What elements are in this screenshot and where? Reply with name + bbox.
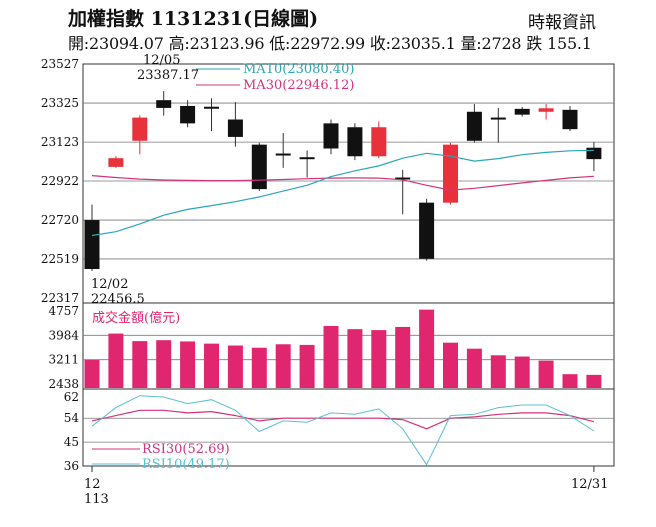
low-date-annotation: 12/02: [91, 277, 128, 292]
candle-body: [180, 105, 196, 124]
volume-bar: [371, 330, 387, 388]
volume-bar: [514, 356, 530, 388]
volume-tick-label: 2438: [48, 377, 79, 391]
candle-body: [323, 123, 339, 149]
candle-body: [371, 127, 387, 157]
candle-body: [108, 158, 124, 167]
price-tick-label: 22317: [41, 291, 79, 305]
high-date-annotation: 12/05: [143, 53, 180, 68]
volume-title: 成交金額(億元): [92, 310, 180, 326]
candle-body: [347, 127, 363, 157]
rsi-legend-label: RSI10(49.17): [142, 457, 230, 472]
volume-bar: [108, 333, 124, 388]
price-tick-label: 22922: [41, 174, 79, 188]
candle-body: [227, 119, 243, 137]
candle-body: [490, 117, 506, 120]
volume-tick-label: 3984: [48, 328, 79, 342]
chart-title: 加權指數 1131231(日線圖): [68, 8, 319, 30]
candle-body: [514, 108, 530, 115]
price-tick-label: 22720: [41, 213, 79, 227]
rsi-tick-label: 54: [64, 411, 80, 425]
plot-frame: [82, 63, 615, 467]
volume-tick-label: 4757: [48, 304, 79, 318]
x-end-label: 12/31: [571, 477, 608, 492]
volume-bar: [227, 345, 243, 388]
ma30-line: [91, 175, 594, 191]
candle-body: [299, 157, 315, 160]
rsi10-line: [91, 395, 595, 466]
volume-tick-label: 3211: [48, 353, 79, 367]
ma-legend-label: MA10(23080.40): [243, 62, 354, 77]
rsi-tick-label: 45: [64, 435, 79, 449]
price-tick-label: 23123: [41, 135, 79, 149]
source-label: 時報資訊: [528, 13, 596, 33]
low-value-annotation: 22456.5: [91, 292, 145, 307]
candle-body: [84, 220, 100, 269]
x-start-year-label: 113: [84, 492, 109, 507]
volume-bar: [490, 355, 506, 388]
candle-body: [538, 108, 554, 112]
volume-bar: [251, 347, 267, 388]
volume-bar: [204, 343, 219, 388]
high-value-annotation: 23387.17: [137, 68, 199, 83]
rsi-legend-label: RSI30(52.69): [142, 442, 230, 457]
rsi-tick-label: 36: [64, 459, 79, 473]
candle-body: [395, 177, 411, 180]
ohlc-stats: 開:23094.07 高:23123.96 低:22972.99 收:23035…: [68, 34, 592, 53]
rsi-tick-label: 62: [64, 390, 79, 404]
volume-bar: [180, 341, 196, 388]
price-tick-label: 23527: [41, 57, 79, 71]
candle-body: [562, 109, 578, 130]
volume-bar: [299, 344, 315, 388]
ma-legend-label: MA30(22946.12): [243, 78, 354, 93]
volume-bar: [275, 344, 291, 388]
volume-bar: [538, 360, 554, 388]
x-start-label: 12: [84, 477, 101, 492]
candle-body: [419, 202, 435, 259]
volume-bar: [347, 329, 363, 388]
candle-body: [251, 144, 267, 190]
volume-bar: [466, 348, 482, 388]
candle-body: [586, 147, 602, 160]
candle-body: [204, 106, 219, 109]
volume-bar: [586, 374, 602, 388]
rsi30-line: [91, 409, 595, 430]
volume-bar: [132, 341, 148, 388]
volume-bar: [84, 360, 100, 388]
candle-body: [466, 111, 482, 141]
volume-bar: [156, 340, 172, 388]
price-tick-label: 23325: [41, 96, 79, 110]
volume-bar: [395, 326, 411, 388]
volume-bar: [419, 309, 435, 388]
candle-body: [132, 117, 148, 141]
price-tick-label: 22519: [41, 252, 79, 266]
candle-body: [275, 153, 291, 156]
ma10-line: [91, 149, 594, 237]
candle-body: [156, 100, 172, 108]
volume-bar: [562, 374, 578, 388]
candle-body: [443, 144, 458, 203]
volume-bar: [443, 342, 458, 388]
volume-bar: [323, 326, 339, 388]
